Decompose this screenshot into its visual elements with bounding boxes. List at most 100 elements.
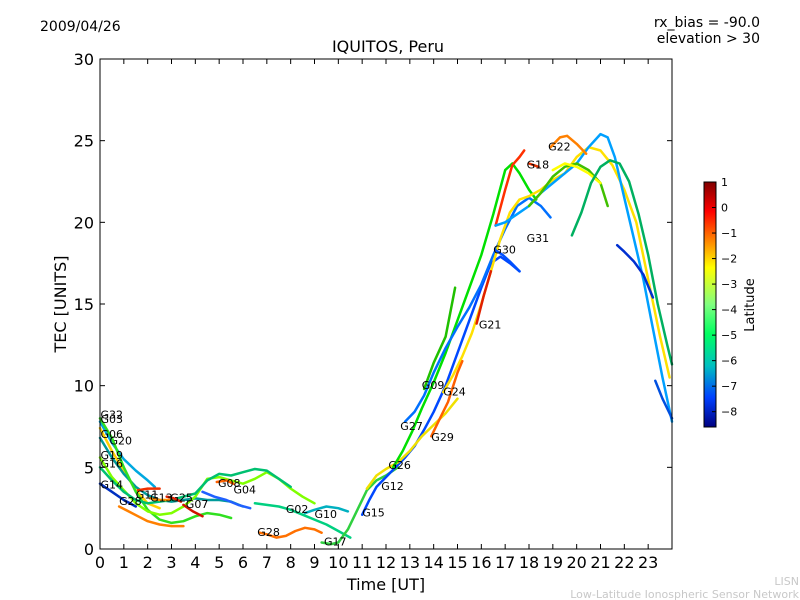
- x-tick-label: 9: [309, 553, 319, 572]
- satellite-label-g24: G24: [443, 386, 466, 399]
- satellite-label-g16: G16: [101, 457, 124, 470]
- satellite-label-g04: G04: [234, 484, 257, 497]
- colorbar-tick-label: −5: [721, 329, 737, 342]
- satellite-label-g30: G30: [493, 243, 516, 256]
- series-line-g07: [182, 503, 204, 518]
- x-axis-ticks: 0 1 2 3 4 5 6 7 8 9 10 11 12 13 14 15 16 17 18 19 20 21 22 23: [95, 59, 658, 572]
- x-tick-label: 1: [119, 553, 129, 572]
- series-line-g14: [98, 482, 138, 508]
- colorbar-tick-label: −8: [721, 406, 737, 419]
- satellite-label-g10: G10: [315, 508, 338, 521]
- series-line-g16: [98, 466, 292, 505]
- x-tick-label: 19: [543, 553, 563, 572]
- x-tick-label: 10: [328, 553, 348, 572]
- y-tick-label: 10: [74, 377, 94, 396]
- series-line-g20: [98, 417, 233, 525]
- x-tick-label: 0: [95, 553, 105, 572]
- colorbar-tick-label: −4: [721, 304, 737, 317]
- footer-network-name: Low-Latitude Ionospheric Sensor Network: [570, 588, 799, 600]
- satellite-label-g28: G28: [119, 495, 142, 508]
- y-tick-label: 30: [74, 50, 94, 69]
- satellite-label-g25: G25: [170, 492, 193, 505]
- colorbar-tick-label: −2: [721, 253, 737, 266]
- series-line-g26: [391, 162, 538, 469]
- satellite-label-g20: G20: [110, 435, 133, 448]
- series-line-g27: [403, 196, 552, 423]
- x-tick-label: 8: [286, 553, 296, 572]
- satellite-label-g29: G29: [431, 431, 454, 444]
- series-line-g02: [253, 502, 352, 539]
- series-line-g28a: [117, 505, 185, 528]
- colorbar-tick-label: 0: [721, 202, 728, 215]
- x-tick-label: 16: [471, 553, 491, 572]
- series-line-g31: [494, 132, 674, 423]
- y-axis-ticks: 0 5 10 15 20 25 30: [74, 50, 672, 559]
- y-tick-label: 25: [74, 132, 94, 151]
- x-tick-label: 18: [519, 553, 539, 572]
- colorbar: 1 0 −1 −2 −3 −4 −5 −6 −7 −8 Latitude: [703, 176, 758, 428]
- series-line-g13: [148, 497, 171, 502]
- x-tick-label: 7: [262, 553, 272, 572]
- series-line-g06: [98, 436, 245, 508]
- x-tick-label: 23: [638, 553, 658, 572]
- satellite-label-layer: G32G03G06G20G19G16G14G28G11G13G25G07G08G…: [101, 141, 571, 549]
- footer-lisn: LISN: [774, 575, 799, 588]
- series-line-g08: [215, 479, 235, 485]
- satellite-label-g07: G07: [186, 498, 209, 511]
- series-layer: [98, 132, 674, 546]
- series-line-g22b: [551, 162, 602, 185]
- colorbar-gradient: [703, 181, 717, 428]
- chart-title: IQUITOS, Peru: [332, 37, 444, 56]
- satellite-label-g09: G09: [422, 379, 445, 392]
- series-line-g05: [615, 243, 655, 299]
- colorbar-tick-label: −1: [721, 227, 737, 240]
- y-tick-label: 0: [84, 540, 94, 559]
- y-tick-label: 5: [84, 458, 94, 477]
- x-tick-label: 15: [447, 553, 467, 572]
- colorbar-label: Latitude: [743, 278, 758, 332]
- satellite-label-g27: G27: [400, 420, 423, 433]
- x-tick-label: 2: [143, 553, 153, 572]
- satellite-label-g03: G03: [101, 413, 124, 426]
- satellite-label-g17: G17: [324, 536, 347, 549]
- series-line-g11: [136, 487, 161, 492]
- series-line-g29: [430, 359, 464, 438]
- satellite-label-g19: G19: [101, 449, 124, 462]
- satellite-label-g08: G08: [218, 477, 241, 490]
- satellite-label-g11: G11: [136, 488, 159, 501]
- series-line-g30b: [494, 149, 526, 227]
- series-line-g32: [98, 420, 157, 489]
- satellite-label-g31: G31: [527, 232, 550, 245]
- satellite-label-g12: G12: [381, 480, 404, 493]
- satellite-label-g21: G21: [479, 319, 502, 332]
- satellite-label-g13: G13: [150, 492, 173, 505]
- x-tick-label: 20: [566, 553, 586, 572]
- rx-bias-label: rx_bias = -90.0: [654, 15, 760, 31]
- elevation-label: elevation > 30: [657, 31, 760, 47]
- series-line-g25: [165, 495, 183, 503]
- series-line-g21: [475, 270, 493, 325]
- x-axis-label: Time [UT]: [346, 575, 425, 594]
- satellite-label-g26: G26: [388, 459, 411, 472]
- x-tick-label: 21: [590, 553, 610, 572]
- x-tick-label: 14: [423, 553, 443, 572]
- series-line-g17: [320, 466, 400, 546]
- colorbar-tick-label: −7: [721, 380, 737, 393]
- satellite-label-g32: G32: [101, 408, 124, 421]
- series-line-g30: [494, 248, 521, 273]
- satellite-label-g02: G02: [286, 503, 309, 516]
- x-tick-label: 13: [400, 553, 420, 572]
- colorbar-tick-label: 1: [721, 176, 728, 189]
- x-tick-label: 22: [614, 553, 634, 572]
- colorbar-tick-label: −6: [721, 355, 737, 368]
- satellite-label-g28: G28: [257, 526, 280, 539]
- series-line-g01: [654, 379, 674, 420]
- x-tick-label: 4: [190, 553, 200, 572]
- series-line-g18b: [527, 162, 540, 169]
- y-tick-label: 15: [74, 295, 94, 314]
- satellite-label-g15: G15: [362, 506, 385, 519]
- y-axis-label: TEC [UNITS]: [51, 256, 70, 354]
- x-tick-label: 17: [495, 553, 515, 572]
- series-line-g28b: [258, 526, 323, 539]
- y-tick-label: 20: [74, 213, 94, 232]
